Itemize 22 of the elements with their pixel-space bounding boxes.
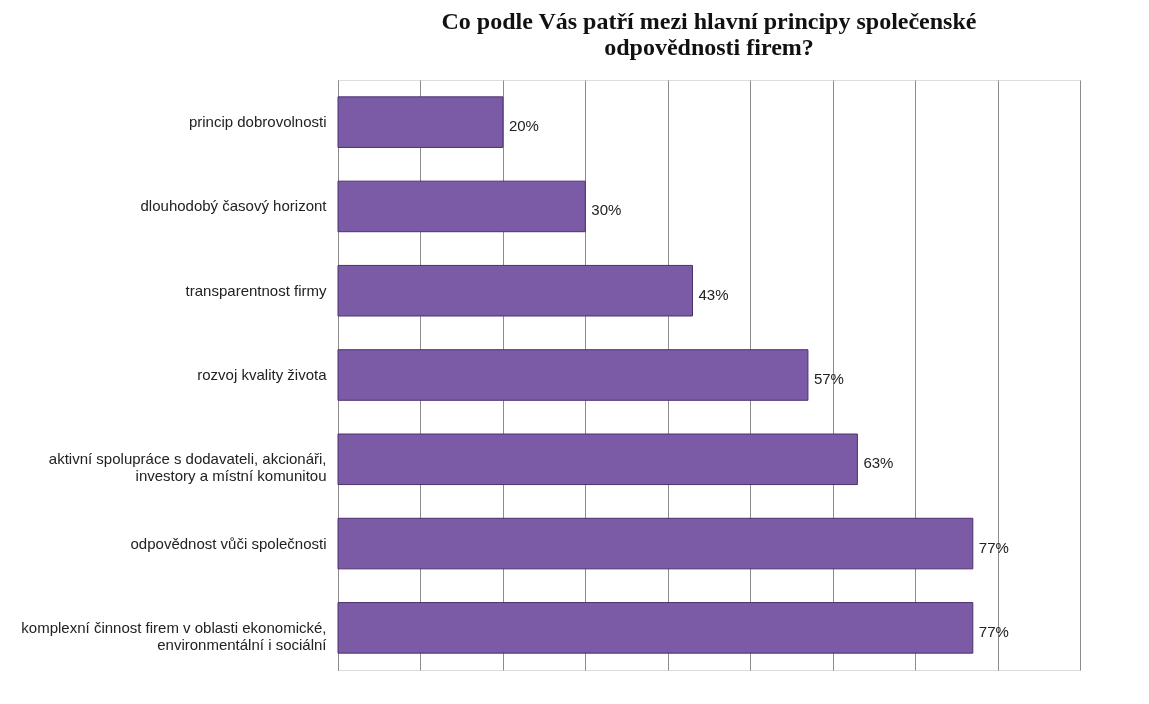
y-tick-label: odpovědnost vůči společnosti <box>130 534 327 552</box>
data-label: 57% <box>813 370 844 387</box>
y-tick-label: dlouhodobý časový horizont <box>140 197 328 215</box>
data-label: 30% <box>591 201 622 219</box>
bar <box>337 264 694 317</box>
y-tick-label: rozvoj kvality života <box>197 366 328 383</box>
y-tick-label: komplexní činnost firem v oblasti ekonomické, environmentální i sociální <box>21 618 328 653</box>
data-label: 77% <box>978 622 1009 640</box>
y-tick-label: transparentnost firmy <box>185 281 327 299</box>
y-tick-label: princip dobrovolnosti <box>188 113 327 131</box>
chart-title: Co podle Vás patří mezi hlavní principy společenské odpovědnosti firem? <box>441 8 977 60</box>
bar <box>337 517 974 570</box>
bar <box>337 602 974 654</box>
data-label: 20% <box>508 117 539 135</box>
bar <box>337 96 504 148</box>
data-label: 77% <box>978 538 1009 556</box>
data-label: 43% <box>698 285 729 303</box>
y-tick-label: aktivní spolupráce s dodavateli, akcionáři, investory a místní komunitou <box>48 450 327 485</box>
data-label: 63% <box>863 454 894 472</box>
bar <box>337 349 809 401</box>
bar <box>337 433 858 486</box>
bar <box>337 180 586 233</box>
